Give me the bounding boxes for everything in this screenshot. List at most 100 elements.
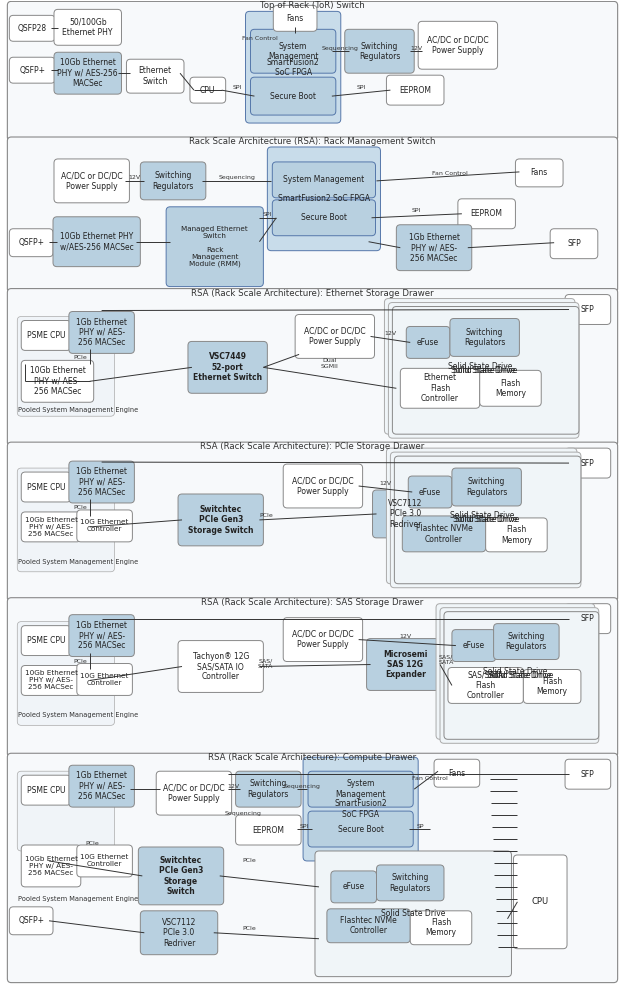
FancyBboxPatch shape [440, 608, 599, 744]
FancyBboxPatch shape [565, 759, 611, 789]
FancyBboxPatch shape [140, 911, 217, 954]
Text: 12V: 12V [384, 331, 396, 336]
FancyBboxPatch shape [178, 640, 264, 692]
FancyBboxPatch shape [283, 618, 363, 662]
Text: 10Gb Ethernet
PHY w/ AES-
256 MACSec: 10Gb Ethernet PHY w/ AES- 256 MACSec [24, 671, 77, 690]
FancyBboxPatch shape [69, 615, 135, 657]
Text: Solid State Drive: Solid State Drive [450, 511, 514, 520]
Text: 12V: 12V [379, 481, 391, 486]
Text: Pooled System Management Engine: Pooled System Management Engine [17, 407, 138, 414]
Text: SFP: SFP [567, 239, 581, 248]
FancyBboxPatch shape [394, 456, 581, 584]
FancyBboxPatch shape [7, 598, 617, 757]
FancyBboxPatch shape [458, 199, 515, 229]
Text: RSA (Rack Scale Architecture): Ethernet Storage Drawer: RSA (Rack Scale Architecture): Ethernet … [191, 289, 434, 297]
Text: SPI: SPI [412, 208, 421, 214]
Text: eFuse: eFuse [343, 883, 364, 891]
FancyBboxPatch shape [436, 604, 595, 740]
Text: Switching
Regulators: Switching Regulators [506, 632, 547, 651]
Text: SAS/SATA
Flash
Controller: SAS/SATA Flash Controller [467, 671, 505, 700]
Text: Dual
SGMII: Dual SGMII [321, 358, 339, 368]
FancyBboxPatch shape [493, 624, 559, 660]
Text: SAS/
SATA: SAS/ SATA [258, 658, 273, 669]
FancyBboxPatch shape [9, 907, 53, 935]
Text: Switching
Regulators: Switching Regulators [153, 171, 194, 190]
FancyBboxPatch shape [21, 361, 93, 402]
Text: Sequencing: Sequencing [283, 784, 320, 789]
FancyBboxPatch shape [69, 461, 135, 503]
Text: 10Gb Ethernet
PHY w/ AES-256
MACSec: 10Gb Ethernet PHY w/ AES-256 MACSec [57, 58, 118, 88]
Text: Solid State Drive: Solid State Drive [487, 671, 551, 680]
FancyBboxPatch shape [77, 664, 133, 695]
Text: PCIe: PCIe [73, 505, 87, 510]
FancyBboxPatch shape [550, 229, 598, 259]
FancyBboxPatch shape [513, 855, 567, 949]
FancyBboxPatch shape [450, 318, 520, 357]
FancyBboxPatch shape [267, 147, 381, 251]
Text: QSFP+: QSFP+ [18, 238, 44, 247]
Text: EEPROM: EEPROM [470, 209, 503, 219]
FancyBboxPatch shape [7, 1, 617, 141]
Text: SPI: SPI [263, 213, 272, 218]
FancyBboxPatch shape [396, 225, 472, 271]
Text: eFuse: eFuse [463, 641, 485, 650]
Text: Solid State Drive: Solid State Drive [447, 361, 512, 371]
Text: 10Gb Ethernet
PHY w/ AES-
256 MACSec: 10Gb Ethernet PHY w/ AES- 256 MACSec [24, 856, 77, 876]
Text: QSFP+: QSFP+ [19, 66, 45, 75]
FancyBboxPatch shape [77, 845, 133, 877]
FancyBboxPatch shape [54, 52, 121, 95]
FancyBboxPatch shape [283, 464, 363, 508]
Text: RSA (Rack Scale Architecture): PCIe Storage Drawer: RSA (Rack Scale Architecture): PCIe Stor… [201, 442, 425, 451]
FancyBboxPatch shape [140, 162, 206, 200]
Text: System
Management: System Management [335, 779, 386, 799]
Text: SmartFusion2
SoC FPGA: SmartFusion2 SoC FPGA [267, 57, 320, 77]
FancyBboxPatch shape [9, 57, 55, 83]
Text: SFP: SFP [581, 614, 595, 624]
FancyBboxPatch shape [7, 442, 617, 602]
Text: VSC7112
PCIe 3.0
Redriver: VSC7112 PCIe 3.0 Redriver [162, 918, 196, 948]
FancyBboxPatch shape [138, 847, 224, 905]
Text: 10Gb Ethernet PHY
w/AES-256 MACSec: 10Gb Ethernet PHY w/AES-256 MACSec [60, 232, 133, 251]
Text: Secure Boot: Secure Boot [338, 824, 384, 833]
FancyBboxPatch shape [272, 162, 376, 198]
Text: Fan Control: Fan Control [432, 171, 468, 176]
Text: PSME CPU: PSME CPU [27, 331, 65, 340]
FancyBboxPatch shape [69, 765, 135, 807]
Text: RSA (Rack Scale Architecture): Compute Drawer: RSA (Rack Scale Architecture): Compute D… [209, 754, 417, 762]
Text: Tachyon® 12G
SAS/SATA IO
Controller: Tachyon® 12G SAS/SATA IO Controller [193, 652, 249, 682]
FancyBboxPatch shape [21, 666, 81, 695]
FancyBboxPatch shape [21, 512, 81, 542]
FancyBboxPatch shape [21, 320, 71, 351]
FancyBboxPatch shape [188, 342, 267, 393]
Text: 50/100Gb
Ethernet PHY: 50/100Gb Ethernet PHY [62, 18, 113, 37]
Text: Flashtec NVMe
Controller: Flashtec NVMe Controller [340, 916, 397, 936]
FancyBboxPatch shape [388, 302, 579, 438]
Text: Switching
Regulators: Switching Regulators [466, 478, 507, 496]
Text: SFP: SFP [581, 459, 595, 468]
FancyBboxPatch shape [295, 314, 374, 359]
Text: QSFP28: QSFP28 [17, 24, 47, 33]
FancyBboxPatch shape [406, 326, 450, 359]
FancyBboxPatch shape [565, 448, 611, 478]
Text: 12V: 12V [410, 45, 422, 51]
Text: Fan Control: Fan Control [242, 35, 277, 40]
FancyBboxPatch shape [245, 12, 341, 123]
Text: AC/DC or DC/DC
Power Supply: AC/DC or DC/DC Power Supply [61, 171, 123, 190]
Text: Solid State Drive: Solid State Drive [454, 515, 518, 524]
Text: 1Gb Ethernet
PHY w/ AES-
256 MACSec: 1Gb Ethernet PHY w/ AES- 256 MACSec [76, 317, 127, 348]
Text: SFP: SFP [581, 769, 595, 779]
FancyBboxPatch shape [156, 771, 232, 816]
FancyBboxPatch shape [515, 159, 563, 187]
FancyBboxPatch shape [376, 865, 444, 901]
Text: AC/DC or DC/DC
Power Supply: AC/DC or DC/DC Power Supply [292, 629, 354, 649]
FancyBboxPatch shape [21, 472, 71, 502]
Text: Flash
Memory: Flash Memory [501, 525, 532, 545]
FancyBboxPatch shape [272, 200, 376, 235]
FancyBboxPatch shape [308, 771, 413, 807]
Text: PCIe: PCIe [242, 926, 256, 931]
Text: 1Gb Ethernet
PHY w/ AES-
256 MACSec: 1Gb Ethernet PHY w/ AES- 256 MACSec [76, 621, 127, 650]
FancyBboxPatch shape [126, 59, 184, 94]
Text: Flash
Memory: Flash Memory [426, 918, 457, 938]
FancyBboxPatch shape [21, 775, 71, 805]
FancyBboxPatch shape [77, 510, 133, 542]
